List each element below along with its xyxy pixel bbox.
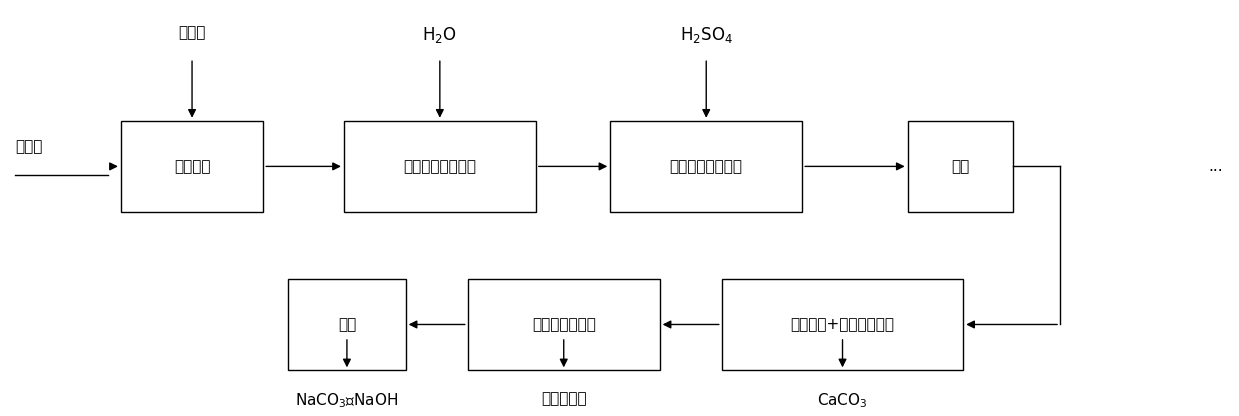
FancyBboxPatch shape — [121, 121, 264, 212]
Text: 高温水淬一段浸出: 高温水淬一段浸出 — [404, 159, 476, 174]
Text: $\mathregular{NaCO_3}$或NaOH: $\mathregular{NaCO_3}$或NaOH — [295, 391, 399, 410]
Text: 沉锌: 沉锌 — [338, 317, 356, 332]
Text: $\mathregular{H_2SO_4}$: $\mathregular{H_2SO_4}$ — [680, 25, 732, 45]
Text: ...: ... — [1208, 159, 1223, 174]
Text: 高温高酸二段浸出: 高温高酸二段浸出 — [670, 159, 742, 174]
Text: 低温焙烧: 低温焙烧 — [173, 159, 211, 174]
Text: 二氧化硫+空气法除铁锰: 二氧化硫+空气法除铁锰 — [790, 317, 895, 332]
FancyBboxPatch shape — [468, 279, 659, 370]
Text: 萃铜: 萃铜 — [952, 159, 969, 174]
FancyBboxPatch shape — [907, 121, 1014, 212]
Text: $\mathregular{CaCO_3}$: $\mathregular{CaCO_3}$ — [818, 391, 867, 410]
FancyBboxPatch shape — [289, 279, 406, 370]
FancyBboxPatch shape — [610, 121, 803, 212]
Text: $\mathregular{H_2O}$: $\mathregular{H_2O}$ — [422, 25, 457, 45]
Text: 铁焙砂: 铁焙砂 — [178, 25, 206, 40]
Text: 有机硫化物: 有机硫化物 — [541, 391, 586, 406]
FancyBboxPatch shape — [721, 279, 964, 370]
FancyBboxPatch shape — [343, 121, 535, 212]
Text: 有机硫化物沉钴: 有机硫化物沉钴 — [532, 317, 596, 332]
Text: 硫精矿: 硫精矿 — [15, 139, 42, 154]
